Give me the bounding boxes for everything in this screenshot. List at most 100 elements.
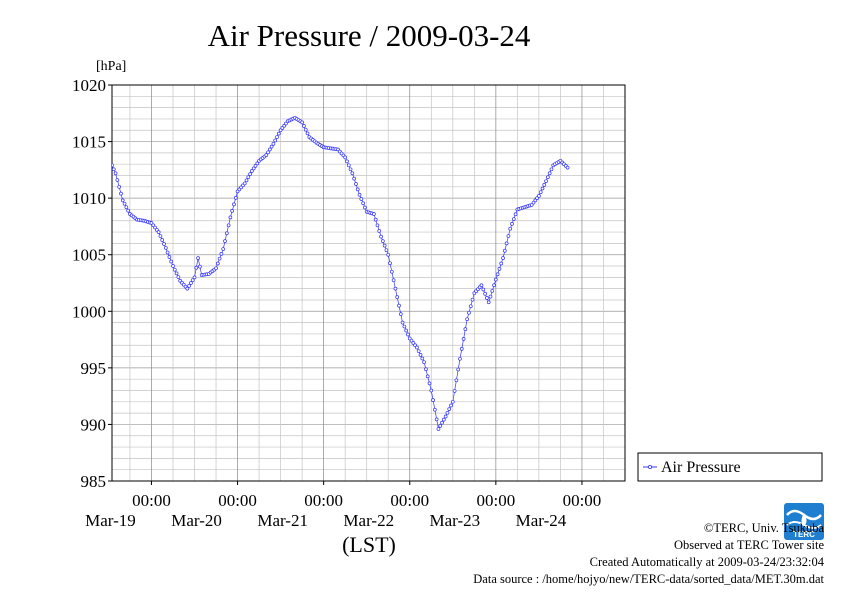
plot-frame <box>111 84 626 482</box>
y-tick-label: 990 <box>81 415 107 434</box>
data-point <box>355 187 360 192</box>
data-point <box>160 238 165 242</box>
data-point <box>357 192 362 197</box>
data-point <box>452 389 457 393</box>
data-point <box>388 261 392 266</box>
created-timestamp: Created Automatically at 2009-03-24/23:3… <box>589 555 824 569</box>
series-air-pressure <box>67 115 570 431</box>
data-point <box>538 190 543 195</box>
data-point <box>194 265 199 270</box>
y-axis-unit: [hPa] <box>96 59 126 74</box>
x-tick-time: 00:00 <box>476 491 515 510</box>
y-tick-label: 995 <box>81 359 107 378</box>
data-point <box>264 153 269 157</box>
data-point <box>488 294 493 299</box>
y-tick-label: 1010 <box>72 189 106 208</box>
legend-box <box>637 452 823 482</box>
data-point <box>348 167 353 172</box>
data-point <box>162 242 166 246</box>
legend-marker <box>648 464 653 469</box>
data-point <box>107 156 110 159</box>
data-point <box>386 252 391 257</box>
data-point <box>456 367 461 372</box>
data-point <box>508 226 513 231</box>
x-tick-date: Mar-22 <box>343 511 394 530</box>
data-point <box>171 264 175 268</box>
grid-lines <box>112 85 625 481</box>
data-point <box>494 277 498 282</box>
data-point <box>350 171 355 176</box>
data-point <box>73 158 76 161</box>
data-point <box>447 407 452 411</box>
observed-at-text: Observed at TERC Tower site <box>673 538 824 552</box>
data-point <box>436 427 441 431</box>
data-point <box>113 171 118 176</box>
data-point <box>85 151 88 154</box>
data-point <box>302 124 306 128</box>
data-point <box>395 295 400 299</box>
data-point <box>84 153 87 156</box>
data-point <box>75 158 78 161</box>
data-point <box>431 398 435 402</box>
data-point <box>443 414 448 419</box>
data-point <box>354 182 358 186</box>
data-point <box>266 150 270 155</box>
data-point <box>69 158 72 161</box>
data-point <box>511 217 516 221</box>
data-point <box>490 289 495 293</box>
data-point <box>420 356 425 361</box>
data-point <box>275 135 279 139</box>
data-point <box>169 259 174 264</box>
data-point <box>397 303 401 308</box>
data-point <box>124 205 129 210</box>
data-point <box>485 296 489 300</box>
data-point <box>276 131 281 136</box>
data-point <box>158 234 163 238</box>
data-point <box>250 169 254 173</box>
copyright-text: ©TERC, Univ. Tsukuba <box>703 521 824 535</box>
data-point <box>499 261 504 266</box>
x-tick-date: Mar-19 <box>85 511 136 530</box>
y-tick-label: 985 <box>81 472 107 491</box>
data-point <box>117 184 122 189</box>
x-tick-time: 00:00 <box>304 491 343 510</box>
data-point <box>248 172 252 176</box>
data-point <box>400 320 405 325</box>
data-point <box>433 407 437 412</box>
data-point <box>251 166 256 171</box>
data-point <box>375 223 380 228</box>
data-point <box>268 147 272 152</box>
data-point <box>361 201 365 206</box>
data-point <box>253 164 258 168</box>
data-point <box>398 312 403 316</box>
data-point <box>112 167 116 172</box>
data-point <box>424 367 428 372</box>
data-point <box>215 261 220 266</box>
data-point <box>391 278 396 283</box>
data-point <box>352 176 356 181</box>
data-point <box>303 127 308 132</box>
data-point <box>381 239 385 243</box>
data-point <box>406 332 410 337</box>
data-point <box>547 171 552 176</box>
data-point <box>172 267 177 272</box>
data-point <box>255 161 260 166</box>
data-point <box>486 300 491 305</box>
data-point <box>373 217 378 222</box>
legend-label: Air Pressure <box>661 459 741 476</box>
data-point <box>242 181 247 186</box>
x-tick-time: 00:00 <box>132 491 171 510</box>
data-point <box>463 327 468 331</box>
data-point <box>223 239 227 243</box>
data-point <box>549 167 554 172</box>
data-point <box>228 215 233 220</box>
data-point <box>224 231 229 236</box>
data-point <box>382 243 387 248</box>
data-point <box>221 247 226 251</box>
x-axis-ticks: 00:00Mar-1900:00Mar-2000:00Mar-2100:00Ma… <box>85 481 601 530</box>
data-point <box>458 356 462 361</box>
data-point <box>198 264 202 269</box>
data-point <box>67 157 70 160</box>
data-point <box>537 194 541 198</box>
